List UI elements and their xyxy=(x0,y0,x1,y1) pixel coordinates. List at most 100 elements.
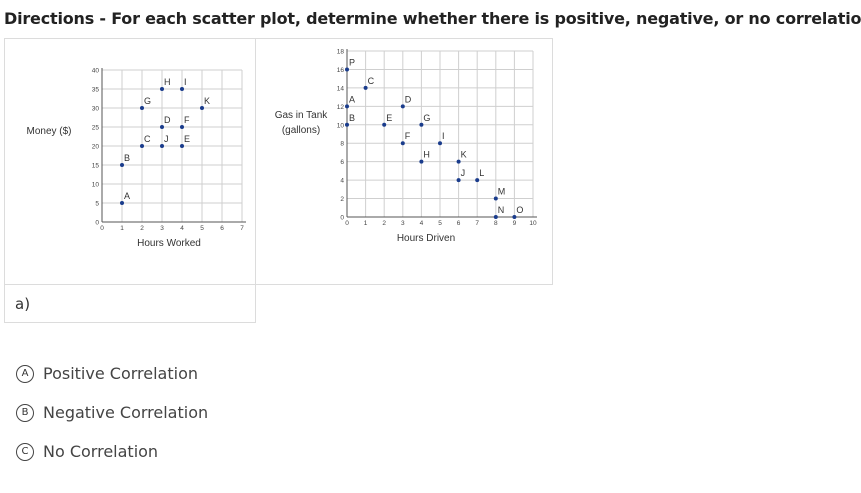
data-point-k xyxy=(456,159,461,164)
option-a-radio[interactable]: A xyxy=(16,364,34,383)
data-point-g xyxy=(419,122,424,127)
x-tick-label: 2 xyxy=(140,225,144,232)
data-point-label: M xyxy=(498,187,506,197)
y-axis-title: Money ($) xyxy=(26,126,71,137)
data-point-o xyxy=(512,215,517,219)
data-point-e xyxy=(382,122,387,127)
data-point-label: E xyxy=(386,113,392,123)
x-tick-label: 2 xyxy=(382,220,386,227)
x-axis-title: Hours Driven xyxy=(397,233,455,244)
data-point-label: A xyxy=(124,191,130,201)
y-axis-title: (gallons) xyxy=(282,125,320,136)
x-axis-title: Hours Worked xyxy=(137,238,201,249)
option-b-label: Negative Correlation xyxy=(43,403,209,422)
y-tick-label: 35 xyxy=(92,87,100,94)
data-point-c xyxy=(363,85,368,90)
directions-text: Directions - For each scatter plot, dete… xyxy=(4,9,861,28)
data-point-label: I xyxy=(184,77,187,87)
data-point-label: K xyxy=(204,96,210,106)
y-tick-label: 0 xyxy=(95,220,99,227)
x-tick-label: 1 xyxy=(364,220,368,227)
data-point-label: C xyxy=(368,76,375,86)
x-tick-label: 9 xyxy=(513,220,517,227)
option-no-correlation[interactable]: C No Correlation xyxy=(16,442,158,461)
data-point-i xyxy=(180,87,184,91)
data-point-label: O xyxy=(516,205,523,215)
y-tick-label: 5 xyxy=(95,201,99,208)
data-point-label: D xyxy=(164,115,171,125)
data-point-k xyxy=(200,106,204,110)
x-tick-label: 4 xyxy=(180,225,184,232)
y-tick-label: 4 xyxy=(340,178,344,185)
option-negative-correlation[interactable]: B Negative Correlation xyxy=(16,403,208,422)
data-point-label: E xyxy=(184,134,190,144)
option-c-label: No Correlation xyxy=(43,442,159,461)
data-point-label: B xyxy=(124,153,130,163)
option-b-radio[interactable]: B xyxy=(16,403,34,422)
data-point-p xyxy=(345,67,349,72)
x-tick-label: 8 xyxy=(494,220,498,227)
data-point-label: P xyxy=(349,57,355,67)
data-point-g xyxy=(140,106,144,110)
x-tick-label: 4 xyxy=(420,220,424,227)
data-point-label: L xyxy=(479,168,484,178)
y-tick-label: 6 xyxy=(340,159,344,166)
data-point-d xyxy=(400,104,405,109)
x-tick-label: 6 xyxy=(220,225,224,232)
option-c-radio[interactable]: C xyxy=(16,442,34,461)
data-point-label: H xyxy=(164,77,171,87)
y-tick-label: 16 xyxy=(337,67,345,74)
data-point-label: A xyxy=(349,94,355,104)
x-tick-label: 3 xyxy=(401,220,405,227)
data-point-a xyxy=(120,201,124,205)
data-point-h xyxy=(419,159,424,164)
data-point-label: C xyxy=(144,134,151,144)
answer-cell: a) xyxy=(4,284,256,323)
x-tick-label: 5 xyxy=(438,220,442,227)
data-point-f xyxy=(400,141,405,146)
data-point-label: J xyxy=(461,168,466,178)
data-point-c xyxy=(140,144,144,148)
y-tick-label: 15 xyxy=(92,163,100,170)
data-point-i xyxy=(438,141,442,146)
x-tick-label: 0 xyxy=(100,225,104,232)
y-axis-title: Gas in Tank xyxy=(275,110,329,121)
data-point-m xyxy=(493,196,498,201)
data-point-label: G xyxy=(144,96,151,106)
y-tick-label: 10 xyxy=(92,182,100,189)
option-positive-correlation[interactable]: A Positive Correlation xyxy=(16,364,198,383)
data-point-label: H xyxy=(423,150,430,160)
x-tick-label: 10 xyxy=(529,220,537,227)
y-tick-label: 25 xyxy=(92,125,100,132)
x-tick-label: 7 xyxy=(240,225,244,232)
y-tick-label: 8 xyxy=(340,141,344,148)
data-point-j xyxy=(456,178,461,183)
x-tick-label: 7 xyxy=(475,220,479,227)
y-tick-label: 12 xyxy=(337,104,345,111)
x-tick-label: 6 xyxy=(457,220,461,227)
data-point-b xyxy=(120,163,124,167)
data-point-f xyxy=(180,125,184,129)
y-tick-label: 20 xyxy=(92,144,100,151)
data-point-label: G xyxy=(423,113,430,123)
data-point-label: J xyxy=(164,134,169,144)
x-tick-label: 5 xyxy=(200,225,204,232)
chart-cell-hours-driven: 0 1 2 3 4 5 6 7 8 9 10 0 2 4 6 8 10 12 14 16 18 Hours Driven G… xyxy=(255,38,553,285)
data-point-h xyxy=(160,87,164,91)
data-point-label: K xyxy=(461,150,467,160)
data-point-b xyxy=(345,122,349,127)
data-point-d xyxy=(160,125,164,129)
y-tick-label: 40 xyxy=(92,68,100,75)
data-point-label: D xyxy=(405,94,412,104)
data-point-l xyxy=(475,178,480,183)
data-point-label: N xyxy=(498,205,505,215)
chart-cell-hours-worked: 0 1 2 3 4 5 6 7 0 5 10 15 20 25 30 35 40 Hours Worked Mone… xyxy=(4,38,256,285)
x-tick-label: 1 xyxy=(120,225,124,232)
y-tick-label: 0 xyxy=(340,215,344,222)
data-point-label: I xyxy=(442,131,445,141)
data-point-j xyxy=(160,144,164,148)
data-point-label: B xyxy=(349,113,355,123)
y-tick-label: 14 xyxy=(337,85,345,92)
y-tick-label: 18 xyxy=(337,49,345,56)
